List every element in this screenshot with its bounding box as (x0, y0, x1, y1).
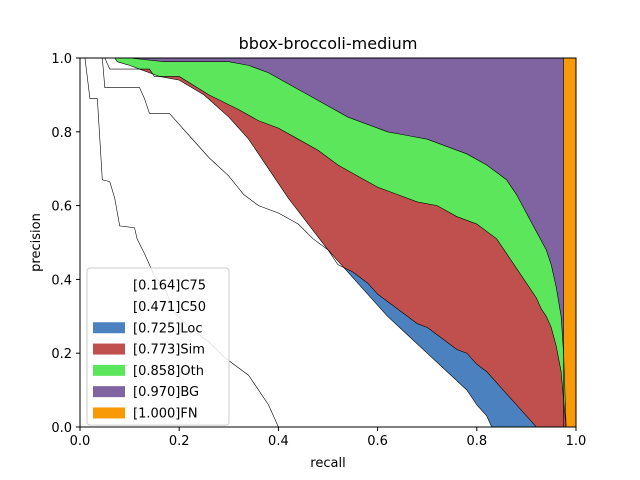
legend-label-bg: [0.970]BG (133, 385, 199, 400)
legend-swatch-loc (93, 322, 125, 334)
y-axis-label: precision (29, 213, 44, 272)
chart-title: bbox-broccoli-medium (239, 34, 418, 53)
legend-swatch-fn (93, 407, 125, 419)
x-tick-label: 0.6 (367, 434, 388, 449)
legend-label-loc: [0.725]Loc (133, 321, 202, 336)
y-tick-label: 1.0 (51, 52, 72, 67)
legend-swatch-oth (93, 364, 125, 376)
line-oth (80, 57, 567, 428)
legend-label-sim: [0.773]Sim (133, 343, 205, 358)
x-tick-label: 0.0 (70, 434, 91, 449)
y-tick-label: 0.2 (51, 347, 72, 362)
x-tick-label: 0.4 (268, 434, 289, 449)
x-tick-label: 0.8 (466, 434, 487, 449)
legend-label-fn: [1.000]FN (133, 406, 198, 421)
legend-label-c50: [0.471]C50 (133, 300, 206, 315)
legend-label-c75: [0.164]C75 (133, 279, 206, 294)
y-tick-label: 0.6 (51, 200, 72, 215)
plot-frame (79, 57, 577, 428)
legend-swatch-c50 (93, 300, 125, 312)
legend-swatch-sim (93, 343, 125, 355)
legend-swatch-bg (93, 386, 125, 398)
line-c50 (80, 57, 492, 428)
legend-swatch-c75 (93, 279, 125, 291)
line-sim (80, 57, 567, 428)
x-tick-label: 0.2 (169, 434, 190, 449)
legend: [0.164]C75 [0.471]C50 [0.725]Loc [0.773]Sim… (86, 267, 230, 426)
x-axis-label: recall (310, 456, 345, 471)
y-tick-label: 0.8 (51, 126, 72, 141)
x-tick-label: 1.0 (566, 434, 587, 449)
legend-label-oth: [0.858]Oth (133, 364, 204, 379)
axis-ticks: 0.0 0.2 0.4 0.6 0.8 1.0 0.0 0.2 0.4 0.6 0.8 1.0 (51, 52, 586, 449)
line-loc (80, 57, 562, 428)
y-tick-label: 0.0 (51, 421, 72, 436)
y-tick-label: 0.4 (51, 273, 72, 288)
